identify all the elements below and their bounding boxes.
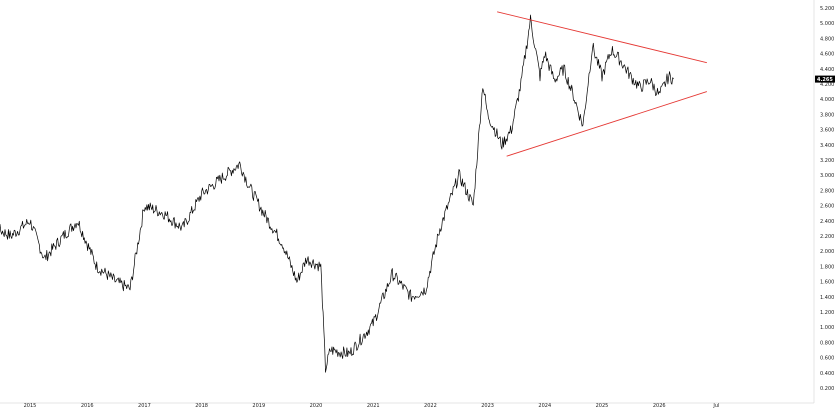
y-tick-label: 5.000 xyxy=(820,21,834,27)
y-tick-label: 3.400 xyxy=(820,143,834,149)
y-tick-label: 5.200 xyxy=(820,6,834,12)
y-tick-label: 4.400 xyxy=(820,67,834,73)
price-series-line[interactable] xyxy=(0,14,674,373)
x-tick-label: 2019 xyxy=(252,403,265,409)
y-tick-label: 1.800 xyxy=(820,264,834,270)
x-tick-label: 2024 xyxy=(538,403,551,409)
y-tick-label: 3.000 xyxy=(820,173,834,179)
last-value-badge-bg xyxy=(815,75,835,83)
x-tick-label: 2021 xyxy=(367,403,380,409)
y-tick-label: 3.200 xyxy=(820,158,834,164)
y-tick-label: 4.200 xyxy=(820,82,834,88)
y-tick-label: 0.400 xyxy=(820,371,834,377)
y-tick-label: 0.800 xyxy=(820,340,834,346)
y-tick-label: 1.400 xyxy=(820,295,834,301)
x-tick-label: 2020 xyxy=(310,403,323,409)
plot-area[interactable] xyxy=(0,14,674,373)
last-value-badge: 4.265 xyxy=(815,75,835,83)
x-tick-label: 2022 xyxy=(424,403,437,409)
last-value-label: 4.265 xyxy=(817,77,833,83)
y-tick-label: 2.600 xyxy=(820,204,834,210)
y-tick-label: 3.800 xyxy=(820,112,834,118)
x-tick-label: 2015 xyxy=(24,403,37,409)
y-axis[interactable]: 5.200 5.000 4.800 4.600 4.400 4.200 4.000 3.800… xyxy=(820,6,834,392)
x-axis[interactable]: 2015 2016 2017 2018 2019 2020 2021 2022 2023 2024… xyxy=(24,403,720,409)
y-tick-label: 1.200 xyxy=(820,310,834,316)
y-tick-label: 3.600 xyxy=(820,128,834,134)
x-tick-label: 2016 xyxy=(81,403,94,409)
y-tick-label: 0.600 xyxy=(820,356,834,362)
x-tick-label: 2018 xyxy=(195,403,208,409)
y-tick-label: 1.600 xyxy=(820,280,834,286)
y-tick-label: 1.000 xyxy=(820,325,834,331)
x-tick-label: 2023 xyxy=(481,403,494,409)
y-tick-label: 2.000 xyxy=(820,249,834,255)
trendline[interactable] xyxy=(497,11,707,64)
y-tick-label: 4.800 xyxy=(820,36,834,42)
y-tick-label: 0.200 xyxy=(820,386,834,392)
x-tick-label: 2025 xyxy=(596,403,609,409)
y-tick-label: 2.200 xyxy=(820,234,834,240)
x-tick-label: Jul xyxy=(712,403,719,409)
y-tick-label: 2.400 xyxy=(820,219,834,225)
trendlines[interactable] xyxy=(497,11,708,157)
y-tick-label: 4.600 xyxy=(820,52,834,58)
x-tick-label: 2026 xyxy=(653,403,666,409)
y-tick-label: 2.800 xyxy=(820,188,834,194)
x-tick-label: 2017 xyxy=(138,403,151,409)
trendline[interactable] xyxy=(506,91,708,157)
y-tick-label: 4.000 xyxy=(820,97,834,103)
